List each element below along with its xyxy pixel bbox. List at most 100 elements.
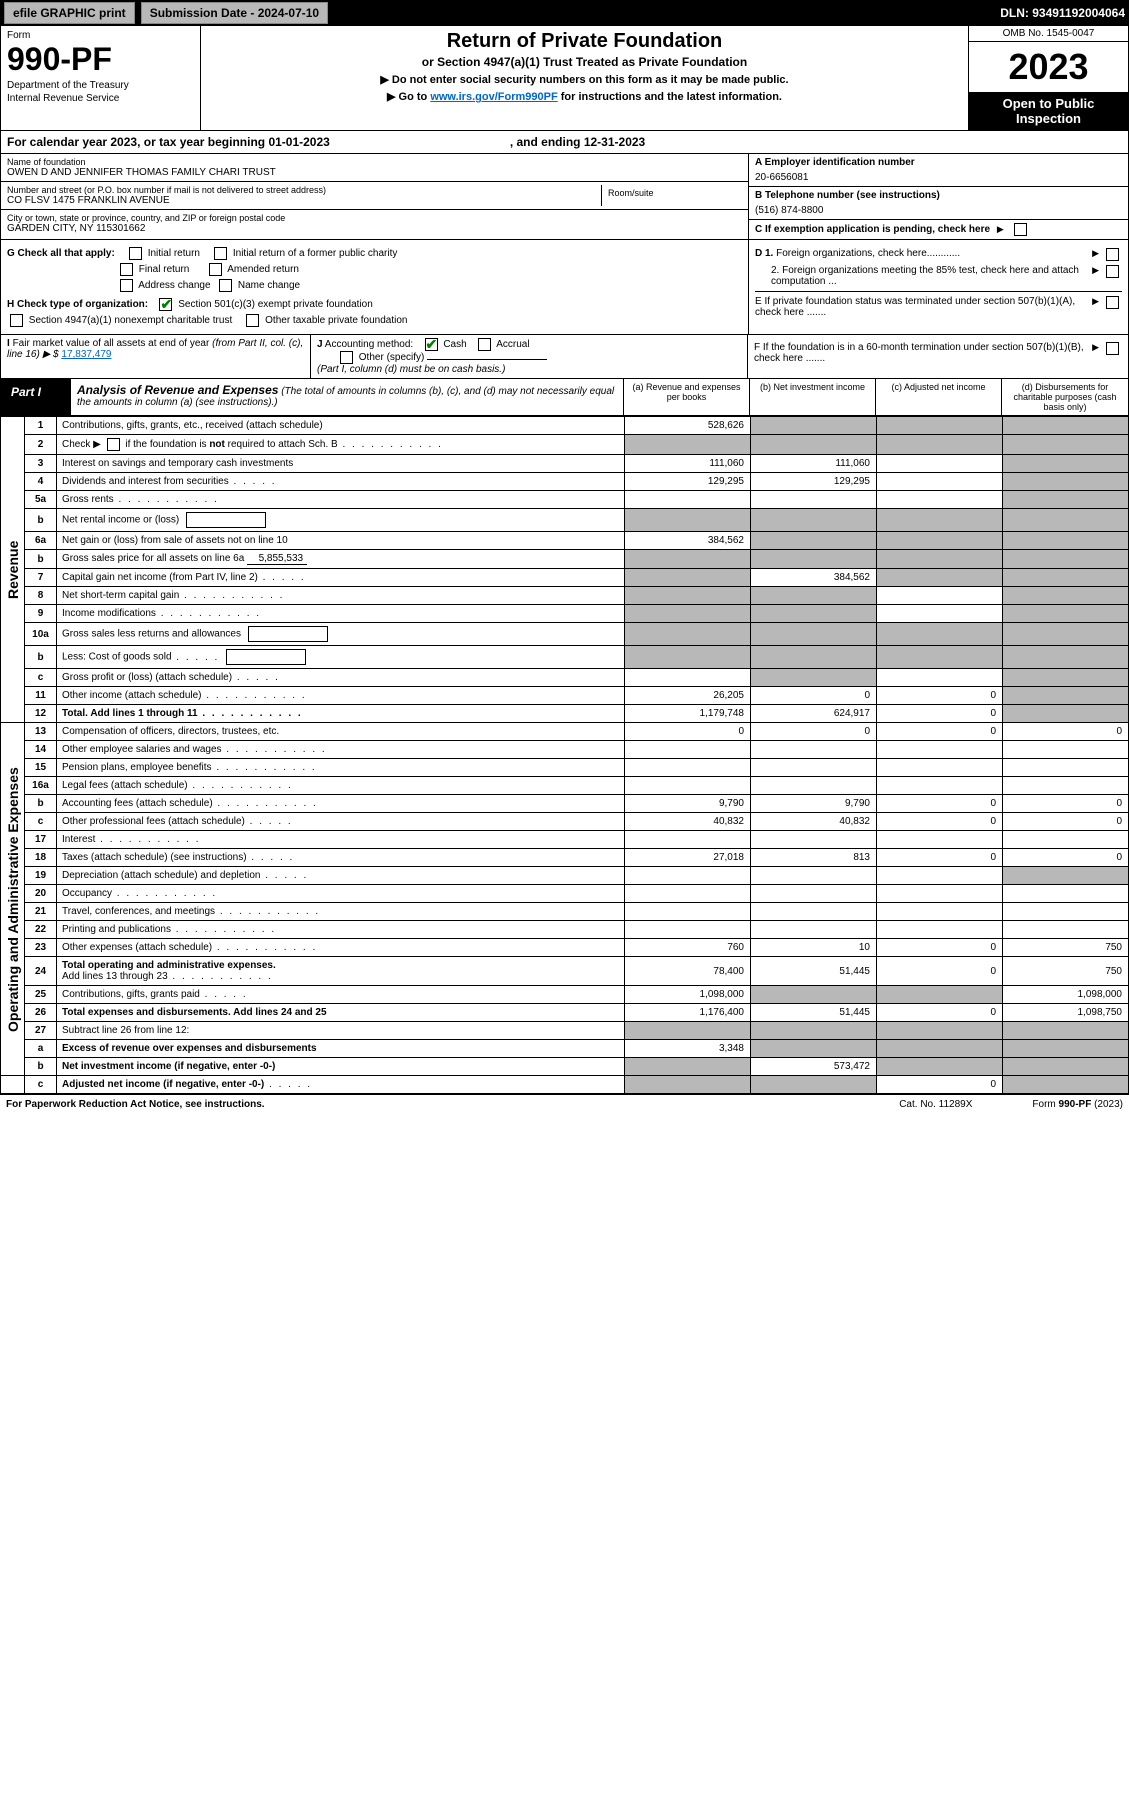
arrow-icon [1092,248,1099,259]
cell-value: 1,098,000 [625,986,751,1004]
cell-value: 1,179,748 [625,705,751,723]
cell-value: 0 [625,723,751,741]
line-desc: Net gain or (loss) from sale of assets n… [57,532,625,550]
efile-print-button[interactable]: efile GRAPHIC print [4,2,135,24]
line-num: 16a [25,777,57,795]
line-num: 12 [25,705,57,723]
room-label: Room/suite [608,188,736,198]
cell-value: 0 [877,813,1003,831]
line-num: c [25,1076,57,1094]
other-label: Other (specify) [359,352,425,363]
address-change-checkbox[interactable] [120,279,133,292]
phone-label: B Telephone number (see instructions) [755,190,1122,201]
line-desc: Total. Add lines 1 through 11 [57,705,625,723]
fmv-value[interactable]: 17,837,479 [61,349,111,360]
cat-number: Cat. No. 11289X [899,1099,972,1110]
line-num: c [25,813,57,831]
gross-sales-value: 5,855,533 [247,553,307,565]
line-desc: Excess of revenue over expenses and disb… [57,1040,625,1058]
city-label: City or town, state or province, country… [7,213,742,223]
cell-value: 0 [877,705,1003,723]
final-return-checkbox[interactable] [120,263,133,276]
cell-value: 624,917 [751,705,877,723]
cell-value: 0 [877,939,1003,957]
cell-value: 813 [751,849,877,867]
calyear-end: , and ending 12-31-2023 [510,135,645,149]
d2-label: 2. Foreign organizations meeting the 85%… [755,265,1088,287]
line-desc: Legal fees (attach schedule) [57,777,625,795]
line-num: b [25,1058,57,1076]
analysis-table: Revenue 1 Contributions, gifts, grants, … [0,416,1129,1094]
other-taxable-checkbox[interactable] [246,314,259,327]
line-num: 2 [25,435,57,455]
cogs-box[interactable] [226,649,306,665]
4947a1-checkbox[interactable] [10,314,23,327]
h3-label: Other taxable private foundation [265,315,407,326]
cell-value: 129,295 [625,473,751,491]
cell-value: 40,832 [625,813,751,831]
h-label: H Check type of organization: [7,299,148,310]
fmv-label: Fair market value of all assets at end o… [13,338,304,349]
exemption-checkbox[interactable] [1014,223,1027,236]
cell-value: 0 [877,1076,1003,1094]
line-desc: Compensation of officers, directors, tru… [57,723,625,741]
gross-sales-box[interactable] [248,626,328,642]
cell-value: 111,060 [625,455,751,473]
line-desc: Net short-term capital gain [57,587,625,605]
irs-link[interactable]: www.irs.gov/Form990PF [430,91,557,103]
line-num: 9 [25,605,57,623]
line-num: 13 [25,723,57,741]
d1-label: Foreign organizations, check here.......… [776,248,960,259]
cell-value: 1,176,400 [625,1004,751,1022]
line-num: 14 [25,741,57,759]
initial-return-checkbox[interactable] [129,247,142,260]
line-desc: Net rental income or (loss) [57,509,625,532]
501c3-checkbox[interactable] [159,298,172,311]
cash-checkbox[interactable] [425,338,438,351]
cell-value: 78,400 [625,957,751,986]
line-num: b [25,509,57,532]
cell-value: 26,205 [625,687,751,705]
cell-value: 51,445 [751,957,877,986]
line-num: 15 [25,759,57,777]
line-desc: Taxes (attach schedule) (see instruction… [57,849,625,867]
initial-former-checkbox[interactable] [214,247,227,260]
g4-label: Amended return [227,264,299,275]
check-section: G Check all that apply: Initial return I… [0,240,1129,335]
cell-value: 0 [1003,723,1129,741]
calendar-year-row: For calendar year 2023, or tax year begi… [0,131,1129,154]
line-desc: Less: Cost of goods sold [57,646,625,669]
line-num: 25 [25,986,57,1004]
e-checkbox[interactable] [1106,296,1119,309]
line-desc: Printing and publications [57,921,625,939]
cell-value: 0 [1003,795,1129,813]
open-public-badge: Open to Public Inspection [969,92,1128,130]
amended-return-checkbox[interactable] [209,263,222,276]
line-num: 1 [25,417,57,435]
line-num: b [25,550,57,569]
rental-income-box[interactable] [186,512,266,528]
d1-checkbox[interactable] [1106,248,1119,261]
accrual-checkbox[interactable] [478,338,491,351]
g6-label: Name change [238,280,300,291]
e-label: E If private foundation status was termi… [755,296,1088,318]
cell-value: 40,832 [751,813,877,831]
d2-checkbox[interactable] [1106,265,1119,278]
other-method-checkbox[interactable] [340,351,353,364]
accrual-label: Accrual [496,339,529,350]
part1-label: Part I [1,379,71,415]
cell-value: 760 [625,939,751,957]
cell-value: 3,348 [625,1040,751,1058]
schb-checkbox[interactable] [107,438,120,451]
cell-value: 0 [877,957,1003,986]
j-label: Accounting method: [325,339,413,350]
form-ref: Form 990-PF (2023) [1032,1099,1123,1110]
cell-value: 0 [751,723,877,741]
line-num: b [25,795,57,813]
f-checkbox[interactable] [1106,342,1119,355]
fmv-line16: line 16) ▶ $ [7,349,59,360]
foundation-address: CO FLSV 1475 FRANKLIN AVENUE [7,195,601,206]
line-num: 4 [25,473,57,491]
name-change-checkbox[interactable] [219,279,232,292]
col-c-header: (c) Adjusted net income [876,379,1002,415]
